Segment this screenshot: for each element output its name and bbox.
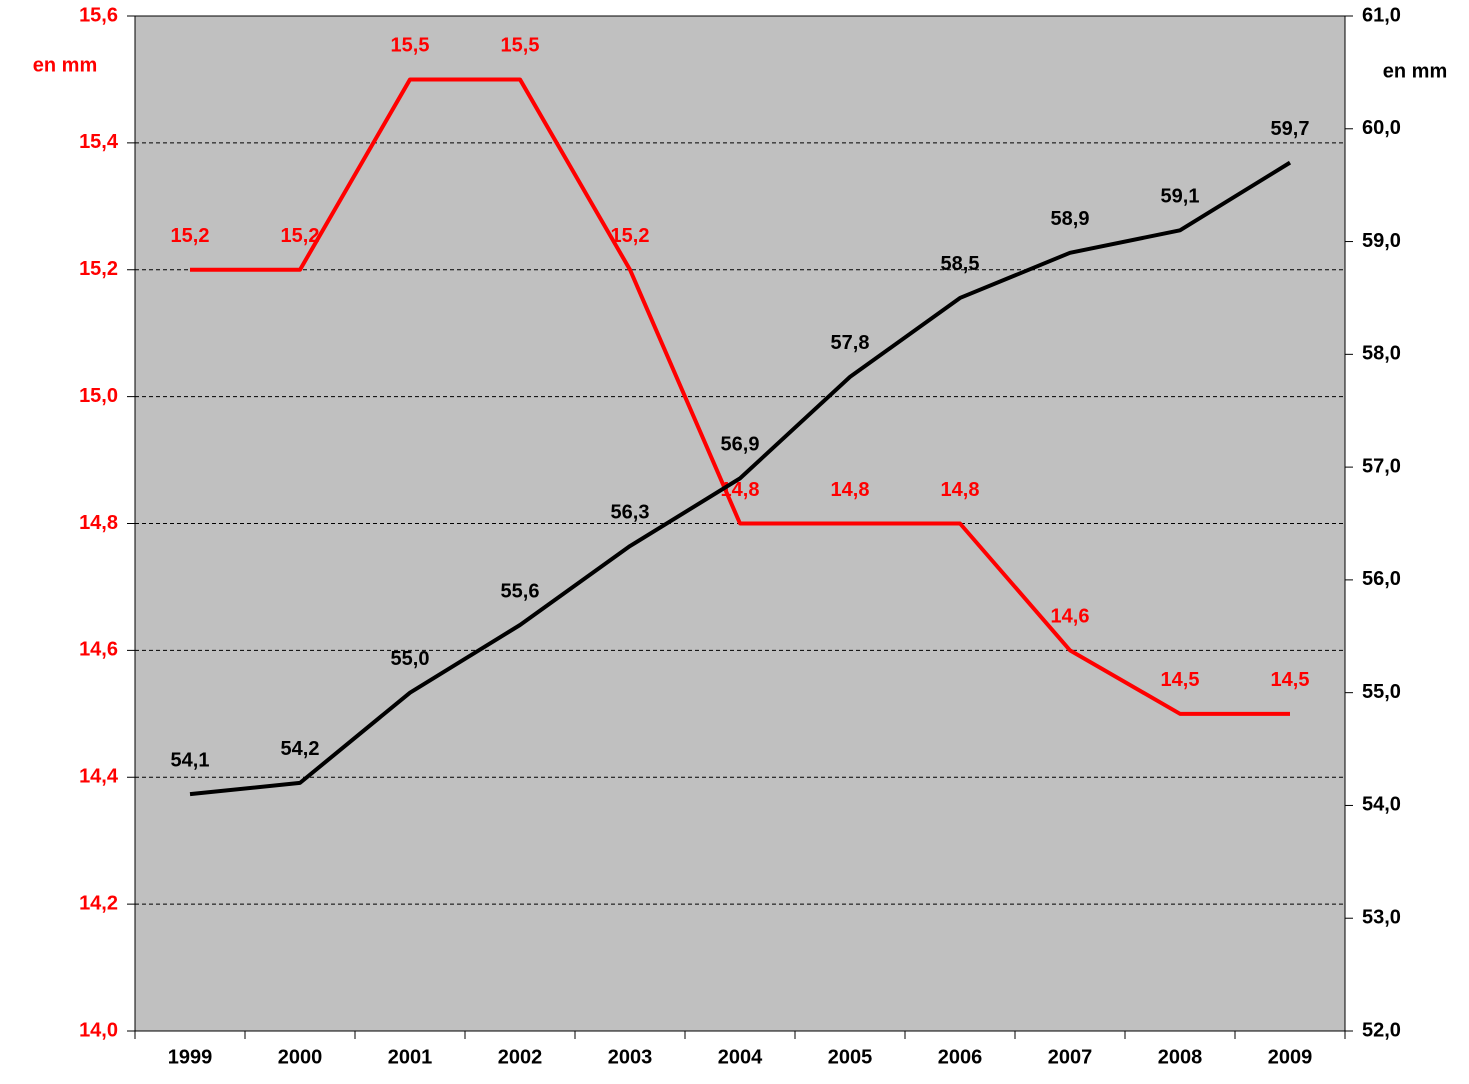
y2-tick-label: 53,0 xyxy=(1362,907,1401,929)
y-tick-label: 14,6 xyxy=(79,639,118,661)
data-label: 14,8 xyxy=(831,479,870,501)
y-tick-label: 14,4 xyxy=(79,766,119,788)
line-series xyxy=(190,77,1290,716)
data-label: 15,5 xyxy=(501,35,540,57)
x-tick-label: 2008 xyxy=(1158,1046,1203,1068)
data-label: 54,2 xyxy=(281,738,320,760)
y-axis-label: en mm xyxy=(33,54,97,76)
data-label: 14,5 xyxy=(1271,669,1310,691)
data-label: 59,1 xyxy=(1161,186,1200,208)
x-tick-label: 2006 xyxy=(938,1046,983,1068)
y2-tick-label: 59,0 xyxy=(1362,230,1401,252)
x-tick-label: 2003 xyxy=(608,1046,653,1068)
data-label: 56,3 xyxy=(611,501,650,523)
y-tick-label: 15,2 xyxy=(79,258,118,280)
data-label: 54,1 xyxy=(171,749,210,771)
data-label: 14,5 xyxy=(1161,669,1200,691)
data-label: 56,9 xyxy=(721,434,760,456)
y-tick-label: 14,2 xyxy=(79,892,118,914)
x-tick-label: 2001 xyxy=(388,1046,433,1068)
data-label: 15,5 xyxy=(391,35,430,57)
x-tick-label: 2002 xyxy=(498,1046,543,1068)
data-label: 58,5 xyxy=(941,253,980,275)
data-label: 15,2 xyxy=(611,225,650,247)
x-tick-label: 2004 xyxy=(718,1046,763,1068)
y2-tick-label: 60,0 xyxy=(1362,117,1401,139)
y2-tick-label: 58,0 xyxy=(1362,343,1401,365)
data-label: 14,6 xyxy=(1051,606,1090,628)
data-label: 57,8 xyxy=(831,332,870,354)
y2-tick-label: 52,0 xyxy=(1362,1019,1401,1041)
data-label: 55,6 xyxy=(501,580,540,602)
y2-axis-label: en mm xyxy=(1383,60,1447,82)
line-series xyxy=(189,160,1292,797)
data-label: 58,9 xyxy=(1051,208,1090,230)
data-label: 14,8 xyxy=(721,479,760,501)
x-tick-label: 2000 xyxy=(278,1046,323,1068)
data-label: 14,8 xyxy=(941,479,980,501)
data-label: 59,7 xyxy=(1271,118,1310,140)
y-tick-label: 14,0 xyxy=(79,1019,118,1041)
y-tick-label: 15,6 xyxy=(79,4,118,26)
data-label: 15,2 xyxy=(171,225,210,247)
y2-tick-label: 56,0 xyxy=(1362,568,1401,590)
y-tick-label: 14,8 xyxy=(79,512,118,534)
y2-tick-label: 55,0 xyxy=(1362,681,1401,703)
data-label: 15,2 xyxy=(281,225,320,247)
y-tick-label: 15,0 xyxy=(79,385,118,407)
x-tick-label: 2005 xyxy=(828,1046,873,1068)
y2-tick-label: 57,0 xyxy=(1362,455,1401,477)
y-tick-label: 15,4 xyxy=(79,131,119,153)
x-tick-label: 2009 xyxy=(1268,1046,1313,1068)
x-tick-label: 2007 xyxy=(1048,1046,1093,1068)
x-tick-label: 1999 xyxy=(168,1046,213,1068)
data-label: 55,0 xyxy=(391,648,430,670)
y2-tick-label: 54,0 xyxy=(1362,794,1401,816)
y2-tick-label: 61,0 xyxy=(1362,4,1401,26)
